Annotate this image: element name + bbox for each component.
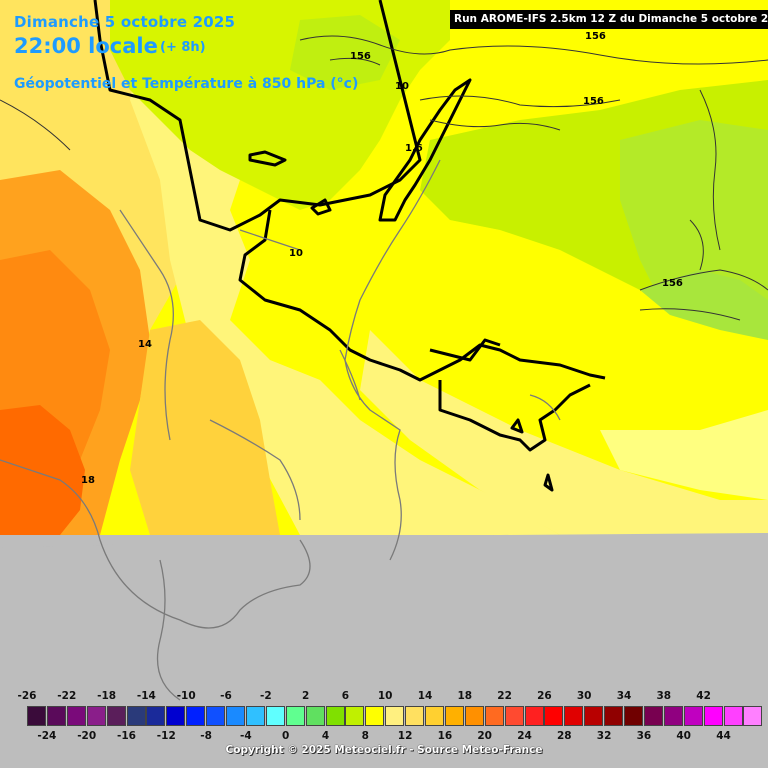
legend-tick-label: 6 [341, 690, 350, 702]
legend-swatch [723, 706, 743, 726]
legend-swatch [305, 706, 325, 726]
geopotential-contours [0, 17, 768, 321]
legend-tick-label: 14 [417, 690, 433, 702]
legend-swatch [226, 706, 245, 726]
legend-tick-label: 44 [716, 730, 731, 742]
legend-tick-label: 38 [656, 690, 672, 702]
contour-label: 10 [289, 248, 303, 259]
legend-tick-label: 20 [477, 730, 492, 742]
legend-swatch [544, 706, 564, 726]
forecast-offset: (+ 8h) [160, 40, 206, 55]
legend-tick-label: 2 [301, 690, 310, 702]
legend-swatch [66, 706, 86, 726]
legend-swatch [245, 706, 265, 726]
legend-swatch [206, 706, 226, 726]
legend-tick-label: 18 [457, 690, 473, 702]
legend-tick-label: -8 [200, 730, 212, 742]
legend-swatch [365, 706, 385, 726]
legend-tick-label: 42 [696, 690, 711, 702]
legend-swatch [385, 706, 405, 726]
legend-swatch [46, 706, 66, 726]
legend-tick-label: -22 [57, 690, 77, 702]
contour-label: 18 [81, 475, 95, 486]
legend-tick-label: 28 [556, 730, 572, 742]
legend-swatch [504, 706, 524, 726]
legend-tick-label: 22 [497, 690, 512, 702]
legend-tick-label: 32 [596, 730, 612, 742]
legend-swatch [27, 706, 46, 726]
run-info: Run AROME-IFS 2.5km 12 Z du Dimanche 5 o… [450, 10, 768, 29]
legend-tick-label: 26 [537, 690, 552, 702]
field-title: Géopotentiel et Température à 850 hPa (°… [14, 76, 359, 92]
legend-tick-label: -24 [37, 730, 57, 742]
legend-tick-label: 30 [576, 690, 592, 702]
legend-tick-label: -20 [77, 730, 97, 742]
legend-swatch [663, 706, 683, 726]
temperature-field-6 [640, 270, 768, 340]
legend-swatch [464, 706, 484, 726]
contour-label: 14 [138, 339, 152, 350]
contour-label: 156 [585, 31, 606, 42]
legend-tick-label: 16 [437, 730, 453, 742]
contour-label: 156 [583, 96, 604, 107]
legend-swatch [604, 706, 624, 726]
contour-label: 10 [395, 81, 409, 92]
temperature-field-18 [0, 405, 85, 535]
legend-swatch [186, 706, 206, 726]
legend-swatch [524, 706, 544, 726]
coastlines [93, 0, 606, 492]
legend-swatch [624, 706, 643, 726]
legend-swatch [285, 706, 305, 726]
legend-tick-label: -12 [156, 730, 176, 742]
legend-tick-label: 8 [361, 730, 369, 742]
legend-tick-label: 0 [282, 730, 290, 742]
legend-swatch [86, 706, 106, 726]
temperature-field-14 [130, 320, 280, 535]
legend-tick-label: -2 [259, 690, 272, 702]
contour-label: 156 [662, 278, 683, 289]
legend-swatch [425, 706, 444, 726]
forecast-date: Dimanche 5 octobre 2025 [14, 13, 236, 31]
forecast-time: 22:00 locale [14, 34, 158, 58]
legend-swatch [166, 706, 186, 726]
legend-swatch [146, 706, 166, 726]
legend-tick-label: 36 [636, 730, 652, 742]
legend-swatch [743, 706, 763, 726]
copyright: Copyright © 2025 Meteociel.fr - Source M… [225, 744, 543, 756]
legend-swatch [703, 706, 723, 726]
legend-swatch [265, 706, 285, 726]
legend-tick-label: -10 [176, 690, 196, 702]
legend-tick-label: 40 [676, 730, 691, 742]
legend-swatch [683, 706, 703, 726]
legend-swatch [325, 706, 345, 726]
legend-swatch [643, 706, 663, 726]
legend-tick-label: -18 [97, 690, 117, 702]
legend-tick-label: 24 [517, 730, 532, 742]
contour-label: 1.6 [405, 143, 423, 154]
legend-tick-label: 10 [377, 690, 393, 702]
legend-tick-label: -6 [220, 690, 232, 702]
legend-swatch [106, 706, 126, 726]
legend-tick-label: 12 [397, 730, 413, 742]
legend-swatch [484, 706, 504, 726]
legend-swatch [444, 706, 464, 726]
legend-tick-label: -16 [117, 730, 136, 742]
legend-swatch [405, 706, 425, 726]
legend-tick-label: 4 [321, 730, 330, 742]
borders [0, 159, 561, 701]
legend-swatch [584, 706, 604, 726]
legend-swatch [345, 706, 365, 726]
legend-tick-label: 34 [616, 690, 632, 702]
color-legend: -26 -22 -18 -14 -10 -6 -2 2 6 10 14 18 22 26 30 34 38 42 … [0, 688, 768, 768]
legend-tick-label: -14 [136, 690, 156, 702]
legend-tick-label: -4 [240, 730, 252, 742]
legend-swatch [564, 706, 584, 726]
legend-tick-label: -26 [17, 690, 37, 702]
legend-swatch [126, 706, 146, 726]
contour-label: 156 [350, 51, 371, 62]
